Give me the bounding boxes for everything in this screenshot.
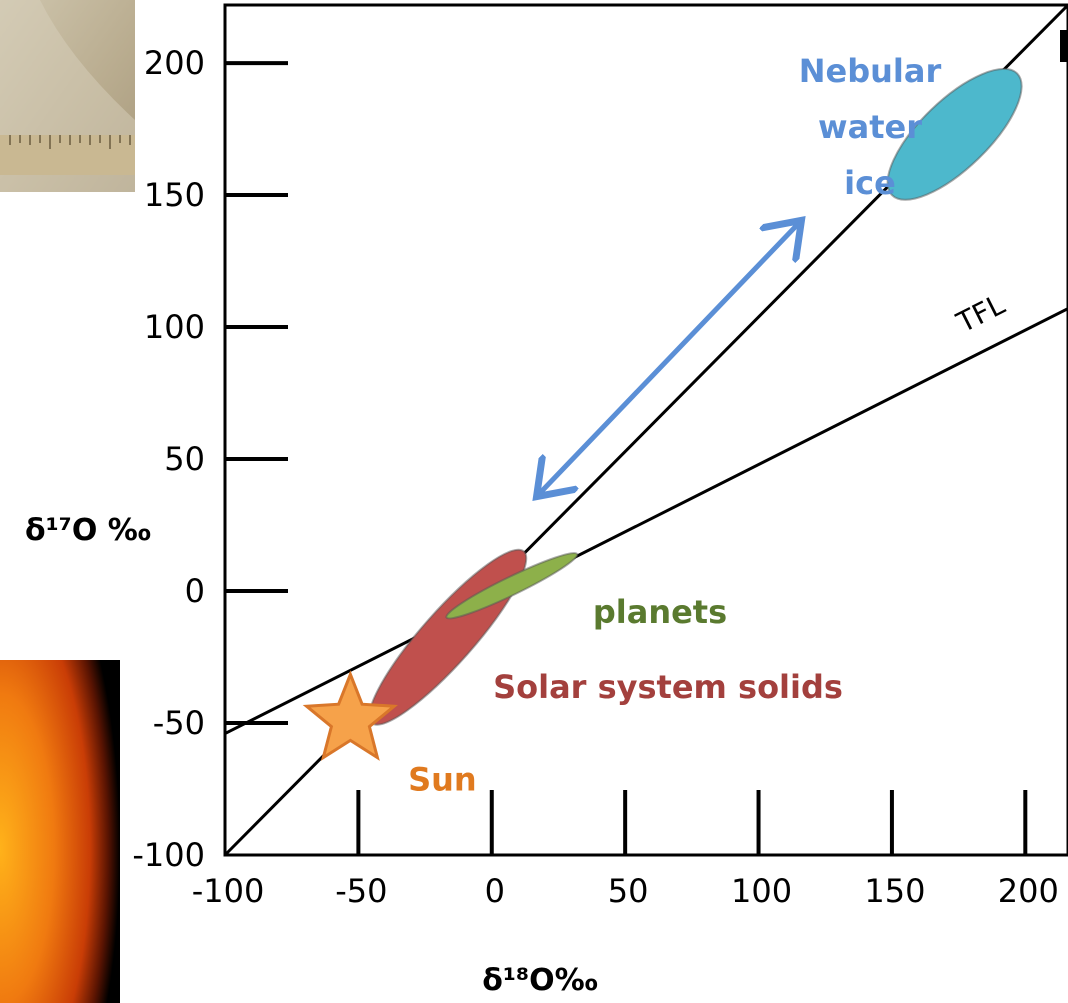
photo-ruler [0, 0, 135, 192]
x-tick-label: 50 [608, 872, 649, 910]
photo-sun [0, 660, 120, 1003]
reference-line [224, 307, 1068, 735]
x-tick-label: -50 [335, 872, 387, 910]
region-label: water [818, 108, 922, 146]
x-tick-label: 0 [485, 872, 505, 910]
region-label: ice [844, 164, 896, 202]
y-tick-label: 200 [144, 44, 205, 82]
region [445, 552, 579, 620]
x-tick-label: -100 [192, 872, 265, 910]
y-tick-label: -50 [153, 704, 205, 742]
point-label: Sun [408, 760, 477, 798]
edge-mark [1060, 30, 1068, 62]
mixing-arrow [540, 224, 798, 493]
y-tick-label: 150 [144, 176, 205, 214]
point-star [302, 670, 398, 761]
y-axis-label: δ¹⁷O ‰ [25, 513, 151, 548]
region [886, 67, 1023, 201]
region-label: Solar system solids [493, 668, 843, 706]
x-tick-label: 150 [864, 872, 925, 910]
line-label: TFL [951, 288, 1011, 340]
y-tick-label: 0 [185, 572, 205, 610]
x-tick-label: 100 [731, 872, 792, 910]
x-axis-label: δ¹⁸O‰ [482, 963, 598, 998]
x-tick-label: 200 [998, 872, 1059, 910]
y-tick-label: -100 [132, 836, 205, 874]
y-tick-label: 50 [164, 440, 205, 478]
region-label: planets [593, 593, 727, 631]
y-tick-label: 100 [144, 308, 205, 346]
plot-frame [223, 3, 1068, 857]
region-label: Nebular [799, 52, 942, 90]
